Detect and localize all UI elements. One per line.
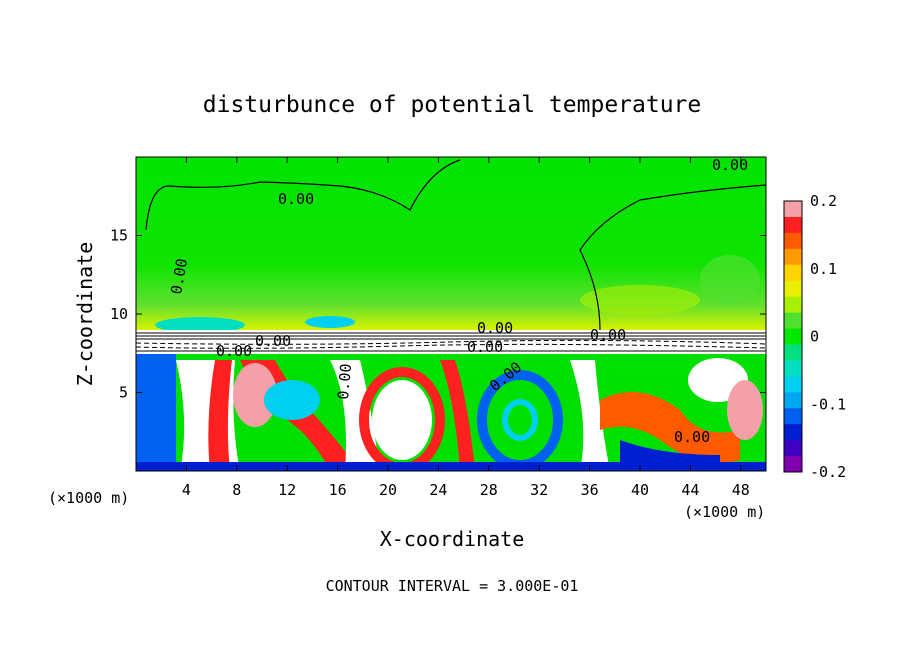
inversion-contours (136, 332, 766, 352)
contour-label: 0.00 (334, 363, 355, 401)
colorbar-swatch (784, 280, 802, 298)
y-axis-title: Z-coordinate (73, 242, 97, 387)
x-tick-label: 4 (182, 481, 191, 499)
colorbar-swatch (784, 440, 802, 457)
x-axis-unit-left: (×1000 m) (48, 489, 129, 507)
contour-label: 0.00 (590, 326, 626, 344)
contour-label: 0.00 (674, 428, 710, 446)
x-tick-label: 24 (429, 481, 447, 499)
colorbar-swatch (784, 264, 802, 282)
x-axis: 4 8 12 16 20 24 28 32 36 40 44 48 (182, 157, 750, 499)
y-axis: 5 10 15 (110, 227, 766, 402)
colorbar-swatch (784, 376, 802, 393)
plot-area (136, 157, 766, 471)
field-patch (580, 285, 700, 315)
x-axis-title: X-coordinate (380, 527, 525, 551)
x-tick-label: 48 (732, 481, 750, 499)
y-tick-label: 5 (119, 384, 128, 402)
colorbar-tick-label: 0.2 (810, 192, 837, 210)
zero-contour-line (145, 159, 461, 231)
colorbar (784, 201, 802, 473)
y-tick-label: 15 (110, 227, 128, 245)
colorbar-swatch (784, 201, 802, 218)
colorbar-swatch (784, 392, 802, 409)
x-tick-label: 28 (480, 481, 498, 499)
x-tick-label: 40 (631, 481, 649, 499)
contour-label: 0.00 (278, 190, 314, 208)
colorbar-swatch (784, 456, 802, 473)
x-tick-label: 32 (530, 481, 548, 499)
field-patch (305, 316, 355, 328)
colorbar-swatch (784, 216, 802, 234)
colorbar-swatch (784, 232, 802, 250)
colorbar-tick-label: 0 (810, 328, 819, 346)
field-patch (155, 317, 245, 333)
x-tick-label: 44 (681, 481, 699, 499)
colorbar-swatch (784, 424, 802, 441)
chart-title: disturbunce of potential temperature (203, 92, 702, 118)
colorbar-swatch (784, 312, 802, 330)
colorbar-swatch (784, 408, 802, 425)
colorbar-swatch (784, 360, 802, 377)
x-tick-label: 20 (379, 481, 397, 499)
x-tick-label: 36 (581, 481, 599, 499)
y-tick-label: 10 (110, 305, 128, 323)
colorbar-frame (783, 200, 803, 473)
contour-interval-text: CONTOUR INTERVAL = 3.000E-01 (326, 577, 579, 595)
contour-label: 0.00 (216, 342, 252, 360)
contour-label: 0.00 (467, 338, 503, 356)
eddy-field (136, 354, 766, 471)
colorbar-tick-label: 0.1 (810, 260, 837, 278)
colorbar-tick-label: -0.1 (810, 395, 846, 413)
field-patch (700, 255, 760, 305)
colorbar-swatch (784, 344, 802, 361)
colorbar-swatch (784, 328, 802, 345)
x-axis-unit-right: (×1000 m) (684, 503, 765, 521)
contour-label: 0.00 (712, 156, 748, 174)
colorbar-swatch (784, 296, 802, 314)
x-tick-label: 12 (278, 481, 296, 499)
x-tick-label: 16 (329, 481, 347, 499)
colorbar-tick-label: -0.2 (810, 463, 846, 481)
colorbar-ticks: 0.2 0.1 0 -0.1 -0.2 (810, 192, 846, 481)
contour-label: 0.00 (167, 257, 191, 296)
contour-label: 0.00 (255, 332, 291, 350)
colorbar-swatch (784, 248, 802, 266)
contour-label: 0.00 (477, 319, 513, 337)
x-tick-label: 8 (232, 481, 241, 499)
zero-contour-line (579, 184, 766, 331)
